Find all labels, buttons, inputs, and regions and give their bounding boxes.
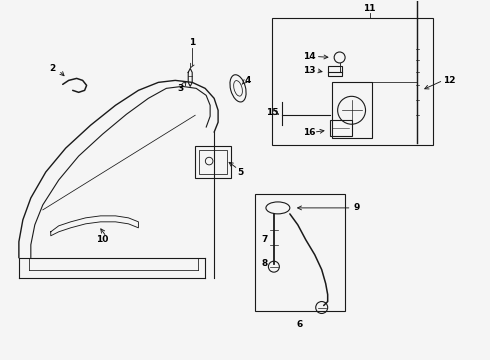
Bar xyxy=(328,67,342,76)
Text: 13: 13 xyxy=(303,66,316,75)
Bar xyxy=(195,146,231,178)
Bar xyxy=(332,82,371,138)
Text: 8: 8 xyxy=(262,259,268,268)
Text: 16: 16 xyxy=(303,128,316,137)
Text: 14: 14 xyxy=(303,52,316,61)
Bar xyxy=(255,194,344,311)
Text: 4: 4 xyxy=(245,76,251,85)
Bar xyxy=(330,120,352,136)
Text: 6: 6 xyxy=(296,320,303,329)
Text: 2: 2 xyxy=(49,64,56,73)
Text: 11: 11 xyxy=(363,4,376,13)
Text: 7: 7 xyxy=(262,235,268,244)
Text: 3: 3 xyxy=(177,84,183,93)
Text: 15: 15 xyxy=(266,108,278,117)
Text: 1: 1 xyxy=(189,38,196,47)
Bar xyxy=(272,18,433,145)
Bar xyxy=(199,150,227,174)
Text: 5: 5 xyxy=(237,167,243,176)
Text: 12: 12 xyxy=(443,76,456,85)
Text: 9: 9 xyxy=(353,203,360,212)
Text: 10: 10 xyxy=(97,235,109,244)
